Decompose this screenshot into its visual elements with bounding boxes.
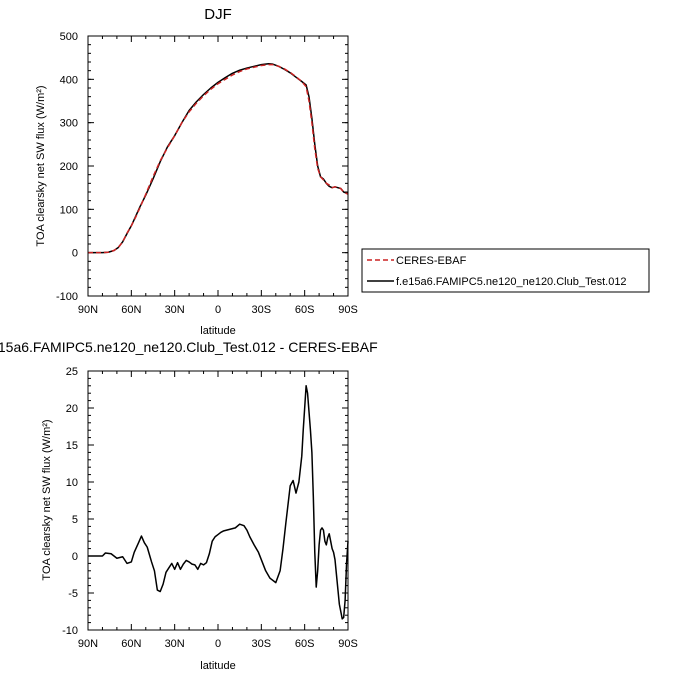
x-tick-label: 90S — [338, 304, 358, 316]
y-tick-label: 20 — [66, 403, 78, 415]
series-line-ceres-ebaf — [88, 63, 349, 254]
legend-box — [361, 248, 650, 293]
x-tick-label: 30N — [165, 304, 185, 316]
y-tick-label: 400 — [60, 74, 78, 86]
y-tick-label: 0 — [72, 551, 78, 563]
x-tick-label: 60S — [295, 638, 315, 650]
x-tick-label: 30N — [165, 638, 185, 650]
series-line-f-e15a6-famipc5-ne120-ne120-club-test-012 — [88, 62, 349, 254]
y-tick-label: -5 — [68, 588, 78, 600]
y-tick-label: 0 — [72, 248, 78, 260]
x-tick-label: 30S — [252, 638, 272, 650]
x-tick-label: 90S — [338, 638, 358, 650]
chart-title-top: DJF — [204, 6, 232, 23]
tick-marks-top — [87, 35, 349, 297]
series-line-difference — [88, 385, 349, 620]
x-tick-label: 90N — [78, 304, 98, 316]
tick-labels-bottom: 90N 60N 30N 0 30S 60S 90S -10 -5 0 5 10 15 20 25 — [62, 366, 358, 650]
panel-top: DJF 90N 60N 30N 0 30S 60S 90S -100 0 100 200 300 400… — [35, 6, 650, 337]
x-tick-label: 0 — [215, 304, 221, 316]
panel-bottom: f.e15a6.FAMIPC5.ne120_ne120.Club_Test.01… — [0, 339, 378, 672]
x-axis-label-top: latitude — [200, 325, 235, 337]
legend-label-ceres: CERES-EBAF — [396, 255, 467, 267]
plot-lines-bottom — [88, 385, 349, 620]
x-tick-label: 60N — [121, 304, 141, 316]
y-axis-label-bottom: TOA clearsky net SW flux (W/m²) — [41, 419, 53, 580]
y-axis-label-top: TOA clearsky net SW flux (W/m²) — [35, 85, 47, 246]
legend: CERES-EBAF f.e15a6.FAMIPC5.ne120_ne120.C… — [361, 248, 650, 293]
x-tick-label: 30S — [252, 304, 272, 316]
y-tick-label: 5 — [72, 514, 78, 526]
legend-label-model: f.e15a6.FAMIPC5.ne120_ne120.Club_Test.01… — [396, 276, 627, 288]
y-tick-label: -10 — [62, 625, 78, 637]
y-tick-label: 100 — [60, 204, 78, 216]
y-tick-label: 10 — [66, 477, 78, 489]
x-tick-label: 0 — [215, 638, 221, 650]
x-tick-label: 90N — [78, 638, 98, 650]
y-tick-label: 15 — [66, 440, 78, 452]
x-axis-label-bottom: latitude — [200, 660, 235, 672]
x-tick-label: 60N — [121, 638, 141, 650]
plot-frame-bottom — [87, 370, 349, 631]
chart-title-bottom: f.e15a6.FAMIPC5.ne120_ne120.Club_Test.01… — [0, 339, 378, 355]
y-tick-label: 25 — [66, 366, 78, 378]
y-tick-label: 300 — [60, 118, 78, 130]
y-tick-label: -100 — [56, 291, 78, 303]
y-tick-label: 200 — [60, 161, 78, 173]
plot-frame-top — [87, 35, 349, 297]
plot-lines-top — [88, 62, 349, 254]
x-tick-label: 60S — [295, 304, 315, 316]
tick-labels-top: 90N 60N 30N 0 30S 60S 90S -100 0 100 200 300 400 500 — [56, 31, 358, 316]
y-tick-label: 500 — [60, 31, 78, 43]
